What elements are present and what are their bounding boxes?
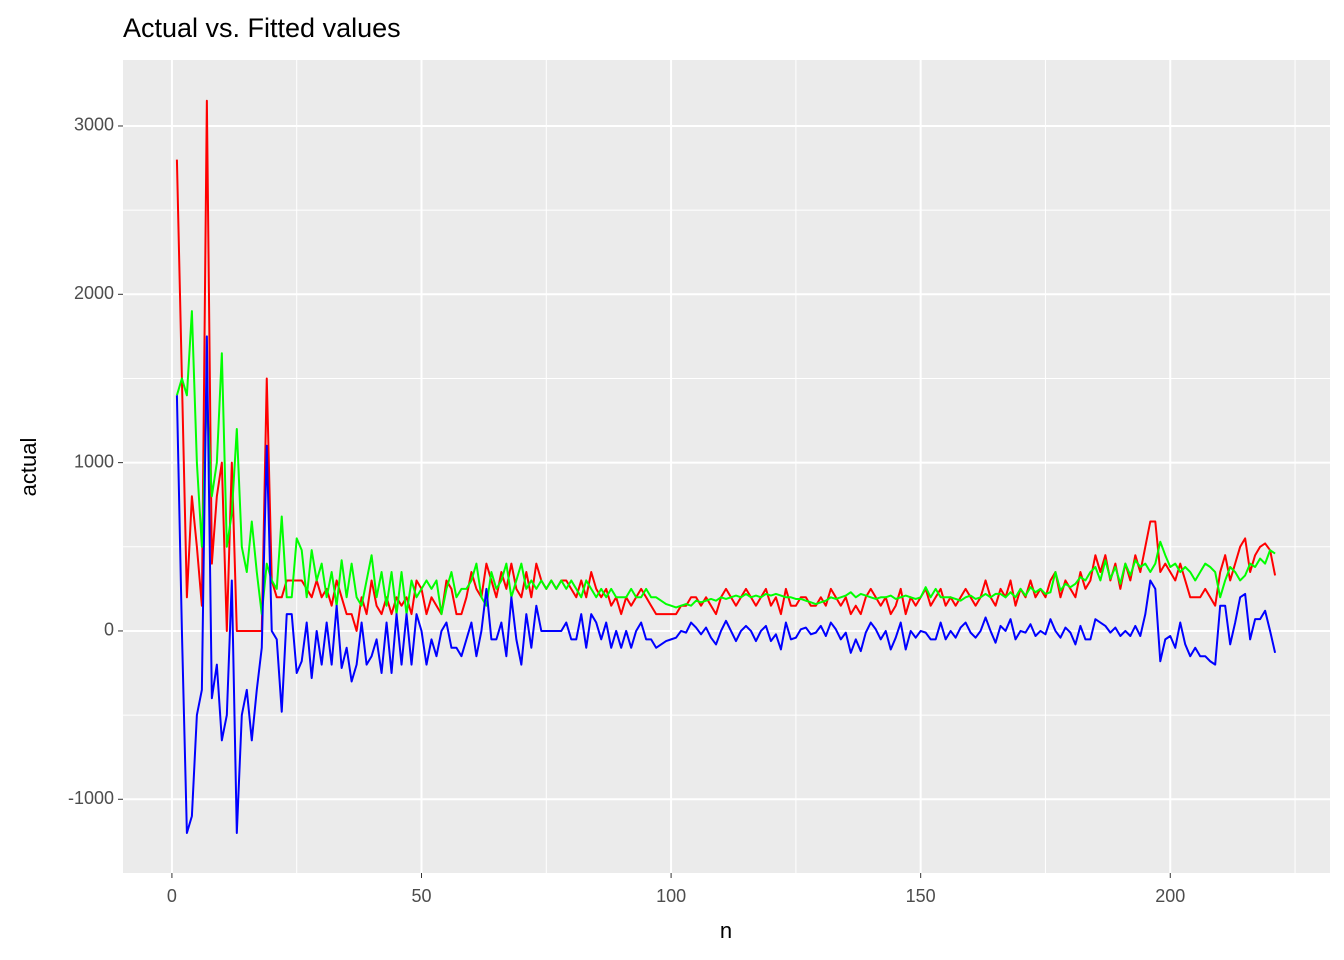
- x-axis-title: n: [720, 918, 732, 943]
- y-tick-label: 3000: [74, 115, 114, 135]
- series-line: [175, 335, 1277, 834]
- y-tick-label: 2000: [74, 283, 114, 303]
- chart-title: Actual vs. Fitted values: [123, 13, 401, 43]
- series-line: [175, 310, 1276, 616]
- x-tick-label: 50: [411, 886, 431, 906]
- x-tick-label: 150: [906, 886, 936, 906]
- y-tick-label: 0: [104, 620, 114, 640]
- y-tick-label: 1000: [74, 451, 114, 471]
- panel: [123, 60, 1330, 873]
- x-tick-label: 200: [1155, 886, 1185, 906]
- series-line: [175, 99, 1277, 632]
- y-tick-label: -1000: [68, 788, 114, 808]
- x-tick-label: 100: [656, 886, 686, 906]
- y-axis-title: actual: [16, 438, 41, 497]
- x-tick-label: 0: [167, 886, 177, 906]
